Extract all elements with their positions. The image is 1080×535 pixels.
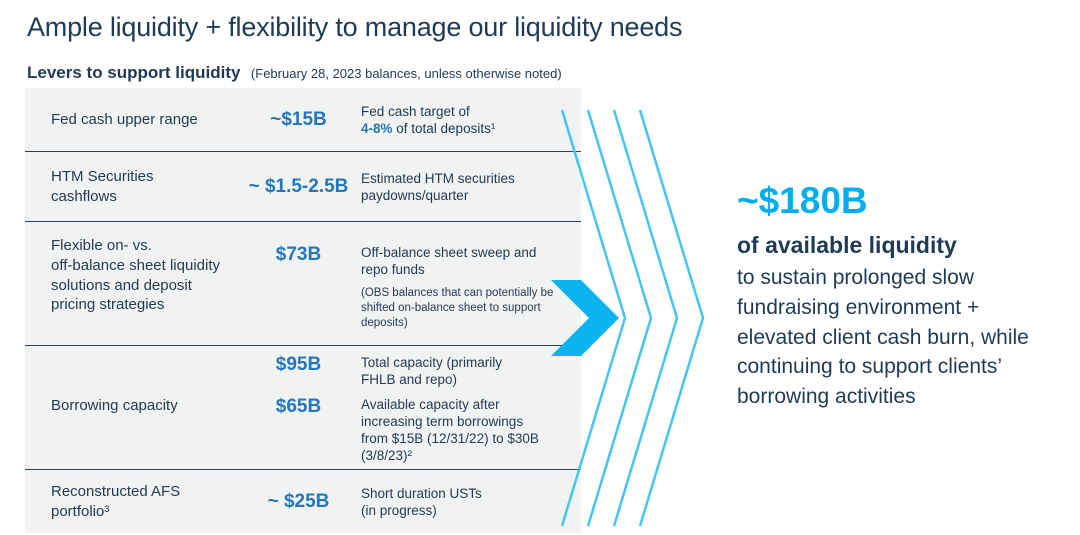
- chevron-outline-icon: [560, 109, 627, 527]
- liquidity-levers-table: Fed cash upper range ~$15B Fed cash targ…: [25, 88, 581, 533]
- row-amount: $73B: [275, 244, 322, 265]
- row-amount: ~ $1.5-2.5B: [248, 175, 349, 197]
- row-description: Total capacity (primarily FHLB and repo): [361, 355, 503, 387]
- row-label: HTM Securities cashflows: [51, 167, 154, 205]
- section-heading-bold: Levers to support liquidity: [27, 63, 241, 82]
- entry-total-capacity: $95B Total capacity (primarily FHLB and …: [246, 354, 569, 388]
- row-description: Off-balance sheet sweep and repo funds (…: [361, 244, 569, 331]
- callout-body: to sustain prolonged slow fundraising en…: [737, 266, 1029, 409]
- desc-highlight: 4-8%: [361, 120, 393, 136]
- desc-text: Off-balance sheet sweep and repo funds: [361, 245, 537, 277]
- callout-amount: ~$180B: [737, 180, 868, 221]
- desc-text: Fed cash target of: [361, 103, 470, 119]
- available-liquidity-callout: ~$180B of available liquidity to sustain…: [737, 180, 1080, 412]
- row-label: Fed cash upper range: [51, 110, 198, 128]
- desc-text: of total deposits¹: [392, 120, 496, 136]
- row-amount: ~$15B: [270, 108, 327, 130]
- row-description: Short duration USTs (in progress): [361, 485, 482, 518]
- row-amount: ~ $25B: [267, 490, 330, 512]
- row-amount: $65B: [275, 396, 322, 417]
- table-row-fed-cash: Fed cash upper range ~$15B Fed cash targ…: [25, 88, 581, 152]
- table-row-afs-portfolio: Reconstructed AFS portfolio³ ~ $25B Shor…: [25, 470, 581, 533]
- chevron-outline-icon: [612, 109, 679, 527]
- section-heading-note: (February 28, 2023 balances, unless othe…: [250, 66, 562, 81]
- row-amount: $95B: [275, 354, 322, 375]
- chevron-solid-icon: [551, 280, 619, 356]
- chevron-outline-icon: [586, 109, 653, 527]
- row-description: Available capacity after increasing term…: [361, 397, 539, 463]
- right-arrow-graphic: [551, 109, 705, 527]
- table-row-borrowing-capacity: Borrowing capacity $95B Total capacity (…: [25, 346, 581, 470]
- table-row-flexible-balance-sheet: Flexible on- vs. off-balance sheet liqui…: [25, 222, 581, 346]
- row-description: Fed cash target of 4-8% of total deposit…: [361, 103, 569, 137]
- desc-footnote: (OBS balances that can potentially be sh…: [361, 287, 554, 329]
- row-entries: $95B Total capacity (primarily FHLB and …: [246, 354, 569, 464]
- row-description: Estimated HTM securities paydowns/quarte…: [361, 170, 515, 203]
- page-title: Ample liquidity + flexibility to manage …: [27, 12, 683, 42]
- row-label: Flexible on- vs. off-balance sheet liqui…: [51, 237, 220, 314]
- callout-heading: of available liquidity: [737, 232, 957, 258]
- chevron-outline-icon: [638, 109, 705, 527]
- section-heading: Levers to support liquidity (February 28…: [27, 63, 562, 83]
- row-label: Reconstructed AFS portfolio³: [51, 482, 181, 520]
- row-label: Borrowing capacity: [51, 397, 178, 414]
- table-row-htm-securities: HTM Securities cashflows ~ $1.5-2.5B Est…: [25, 152, 581, 222]
- entry-available-capacity: $65B Available capacity after increasing…: [246, 396, 569, 464]
